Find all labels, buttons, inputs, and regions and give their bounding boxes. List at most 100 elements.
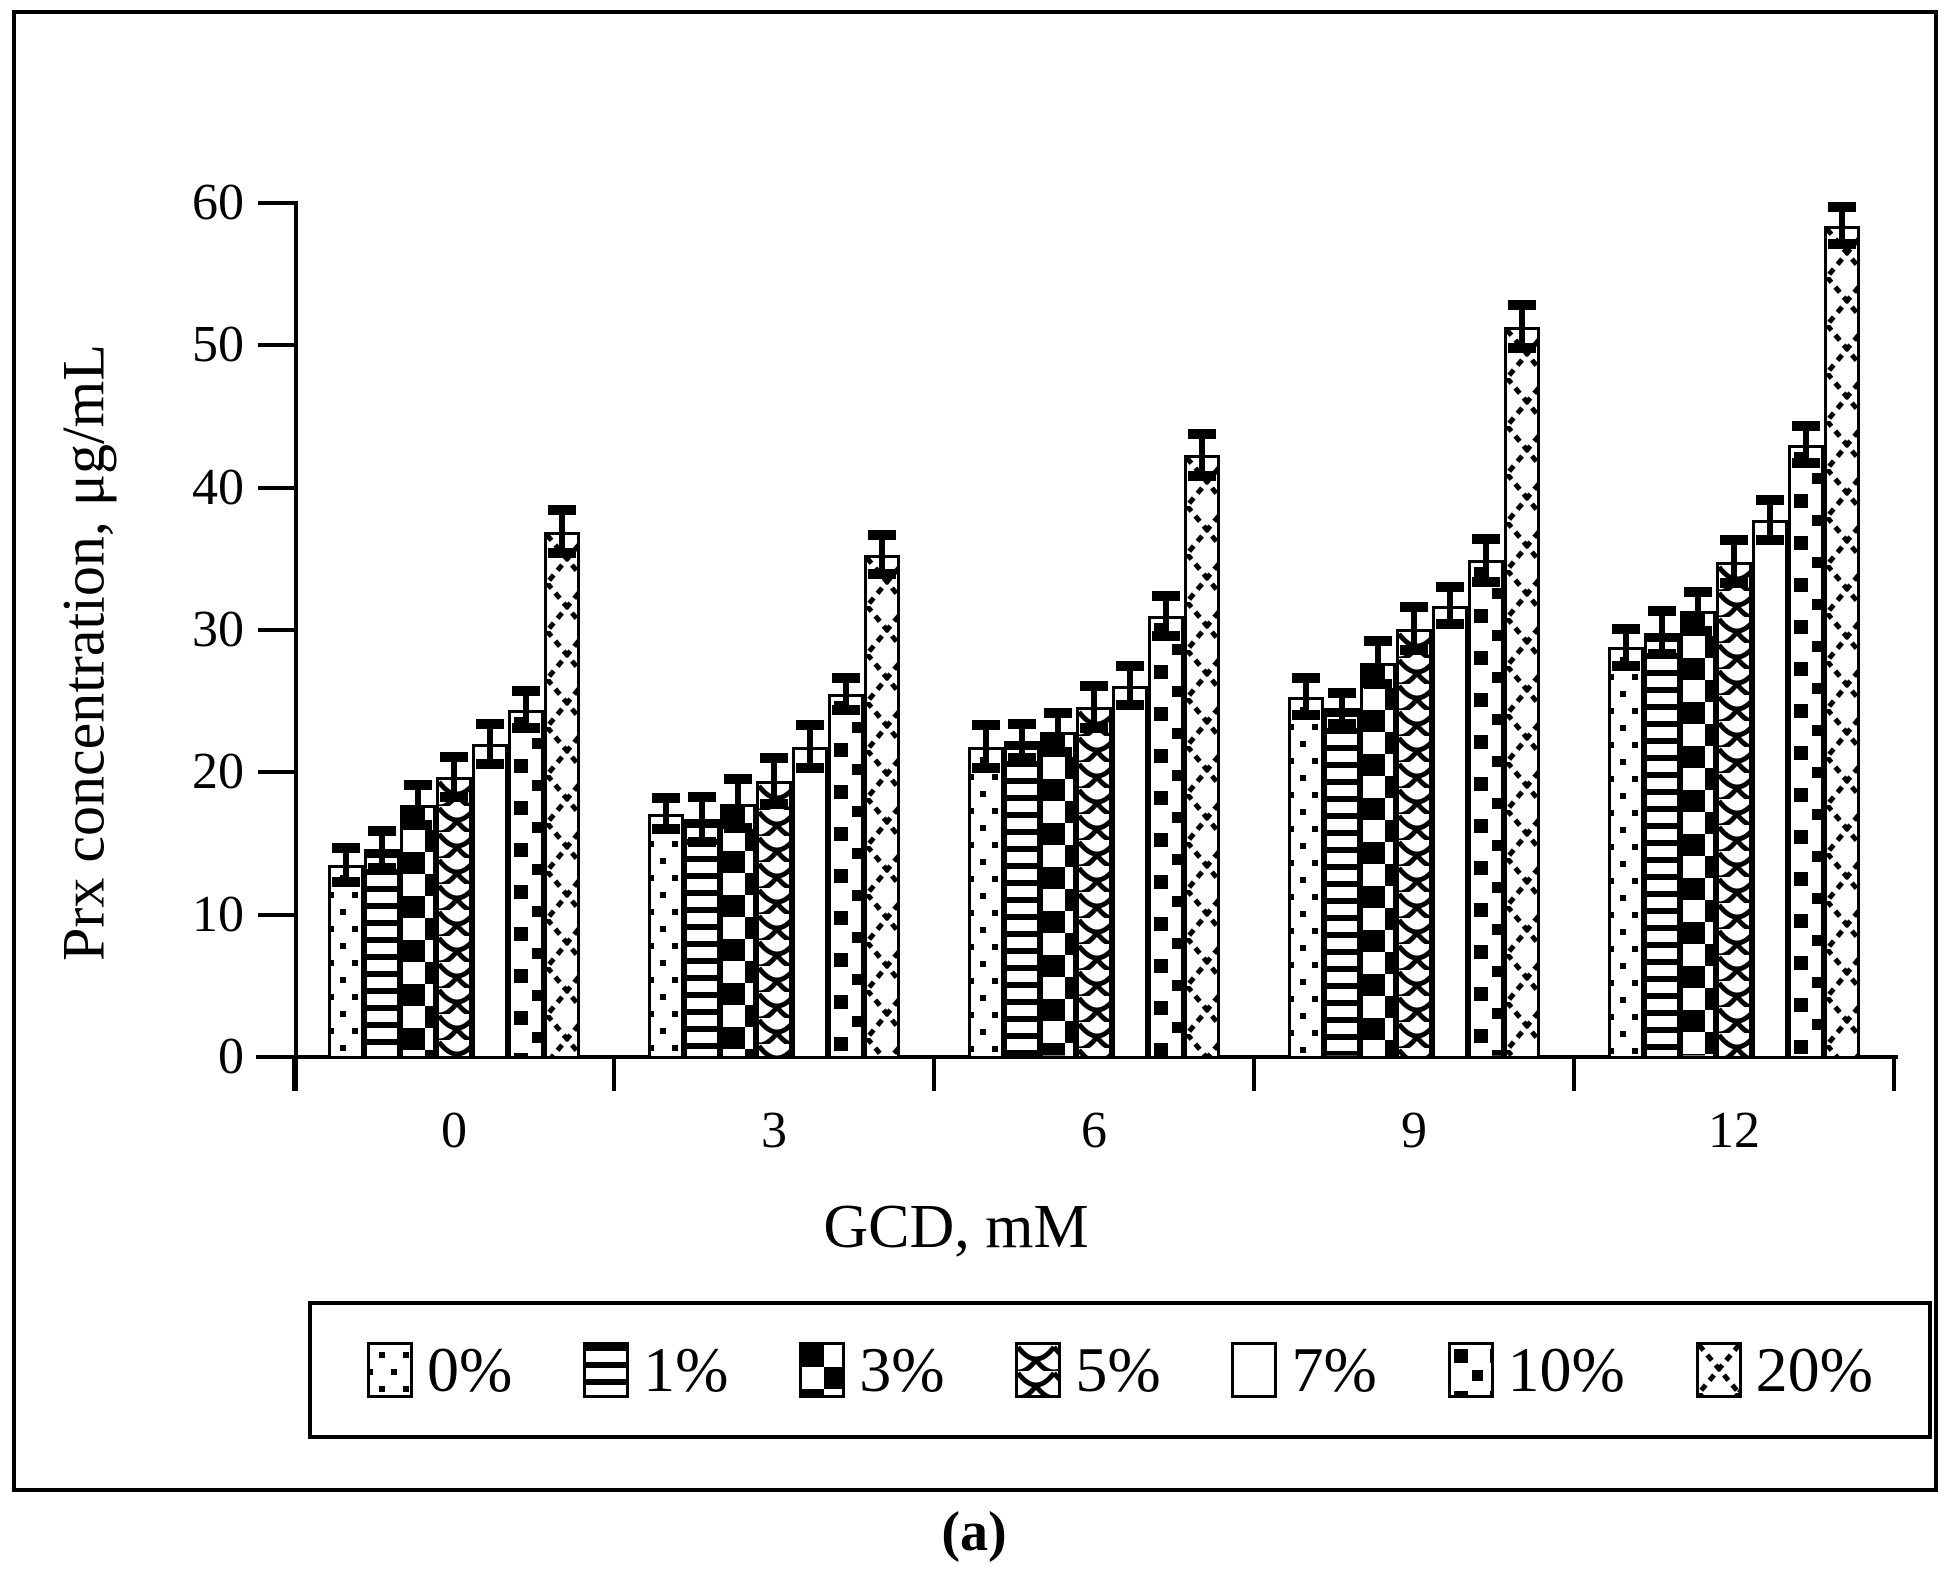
- legend-swatch-scales: [1015, 1342, 1062, 1398]
- bar-10%-gcd0: [508, 709, 544, 1059]
- bar-20%-gcd9: [1504, 326, 1540, 1059]
- error-bar-cap-bottom: [760, 798, 788, 809]
- legend-swatch-hlines: [583, 1342, 630, 1398]
- error-bar-cap-bottom: [404, 819, 432, 830]
- x-tick-label: 6: [1081, 1102, 1107, 1159]
- y-tick: [258, 485, 294, 490]
- bar-1%-gcd12: [1644, 632, 1680, 1059]
- legend-swatch-checker: [799, 1342, 846, 1398]
- legend-swatch-squares: [1447, 1342, 1494, 1398]
- error-bar-cap-top: [368, 825, 396, 836]
- error-bar-stem: [487, 723, 493, 764]
- error-bar-cap-top: [760, 753, 788, 764]
- error-bar-cap-top: [1612, 623, 1640, 634]
- legend-item-3%: 3%: [799, 1334, 945, 1405]
- error-bar-cap-top: [1792, 421, 1820, 432]
- error-bar-stem: [343, 847, 349, 882]
- error-bar-stem: [1055, 712, 1061, 753]
- error-bar-stem: [807, 725, 813, 769]
- error-bar-cap-bottom: [1648, 649, 1676, 660]
- error-bar-cap-bottom: [1188, 471, 1216, 482]
- error-bar-cap-bottom: [868, 569, 896, 580]
- error-bar-stem: [771, 758, 777, 804]
- legend-item-1%: 1%: [583, 1338, 728, 1402]
- error-bar-cap-top: [652, 792, 680, 803]
- error-bar-cap-top: [404, 780, 432, 791]
- error-bar-cap-top: [512, 686, 540, 697]
- y-tick-label: 60: [192, 174, 244, 231]
- error-bar-cap-top: [1720, 535, 1748, 546]
- y-tick-label: 50: [192, 316, 244, 374]
- bar-10%-gcd3: [828, 694, 864, 1059]
- bar-0%-gcd6: [968, 746, 1004, 1059]
- error-bar-cap-top: [1152, 590, 1180, 601]
- error-bar-stem: [1127, 665, 1133, 706]
- error-bar-cap-bottom: [512, 723, 540, 734]
- error-bar-stem: [1767, 500, 1773, 541]
- error-bar-cap-top: [688, 791, 716, 802]
- error-bar-stem: [843, 678, 849, 710]
- error-bar-stem: [1339, 692, 1345, 724]
- x-axis-title: GCD, mM: [823, 1193, 1089, 1261]
- error-bar-cap-top: [832, 673, 860, 684]
- legend-label: 3%: [859, 1334, 945, 1405]
- error-bar-cap-bottom: [1612, 660, 1640, 671]
- legend-item-10%: 10%: [1447, 1338, 1625, 1402]
- error-bar-cap-top: [1400, 602, 1428, 613]
- legend-label: 7%: [1291, 1334, 1377, 1405]
- y-tick-label: 10: [192, 885, 244, 943]
- bar-3%-gcd12: [1680, 611, 1716, 1059]
- error-bar-stem: [983, 725, 989, 769]
- bar-5%-gcd9: [1396, 628, 1432, 1059]
- error-bar-cap-top: [548, 505, 576, 516]
- legend-item-20%: 20%: [1695, 1338, 1873, 1402]
- error-bar-stem: [415, 785, 421, 825]
- error-bar-cap-bottom: [1472, 576, 1500, 587]
- error-bar-cap-top: [796, 720, 824, 731]
- error-bar-stem: [451, 756, 457, 797]
- x-tick-label: 3: [761, 1102, 787, 1159]
- error-bar-stem: [879, 534, 885, 575]
- y-tick-label: 40: [192, 458, 244, 516]
- error-bar-cap-top: [1008, 718, 1036, 729]
- error-bar-cap-bottom: [1720, 578, 1748, 589]
- bar-10%-gcd6: [1148, 615, 1184, 1059]
- legend: 0% 1% 3% 5% 7% 10% 20%: [308, 1301, 1932, 1439]
- error-bar-stem: [1019, 723, 1025, 759]
- error-bar-cap-top: [1364, 636, 1392, 647]
- bar-20%-gcd6: [1184, 454, 1220, 1059]
- error-bar-stem: [1447, 587, 1453, 625]
- error-bar-stem: [379, 830, 385, 868]
- bar-0%-gcd12: [1608, 647, 1644, 1059]
- error-bar-cap-top: [1508, 300, 1536, 311]
- error-bar-cap-bottom: [476, 758, 504, 769]
- error-bar-cap-top: [972, 720, 1000, 731]
- bar-7%-gcd3: [792, 746, 828, 1059]
- error-bar-cap-top: [1436, 582, 1464, 593]
- error-bar-cap-bottom: [440, 791, 468, 802]
- error-bar-cap-bottom: [1080, 723, 1108, 734]
- y-tick: [258, 770, 294, 775]
- bar-3%-gcd3: [720, 803, 756, 1059]
- x-tick: [1892, 1057, 1896, 1091]
- error-bar-stem: [1623, 628, 1629, 666]
- bar-1%-gcd6: [1004, 741, 1040, 1059]
- error-bar-cap-top: [1116, 660, 1144, 671]
- error-bar-cap-bottom: [368, 862, 396, 873]
- bar-7%-gcd6: [1112, 685, 1148, 1059]
- error-bar-stem: [1199, 433, 1205, 477]
- bar-7%-gcd9: [1432, 605, 1468, 1059]
- error-bar-stem: [1163, 595, 1169, 636]
- bar-7%-gcd0: [472, 743, 508, 1059]
- error-bar-cap-top: [1684, 586, 1712, 597]
- bar-10%-gcd9: [1468, 560, 1504, 1059]
- error-bar-stem: [1659, 611, 1665, 655]
- error-bar-cap-bottom: [652, 824, 680, 835]
- y-axis-line: [294, 201, 298, 1091]
- error-bar-cap-bottom: [1152, 630, 1180, 641]
- figure-caption: (a): [941, 1501, 1007, 1563]
- error-bar-cap-top: [868, 529, 896, 540]
- error-bar-cap-bottom: [1792, 458, 1820, 469]
- error-bar-cap-top: [1828, 202, 1856, 213]
- error-bar-stem: [1803, 426, 1809, 464]
